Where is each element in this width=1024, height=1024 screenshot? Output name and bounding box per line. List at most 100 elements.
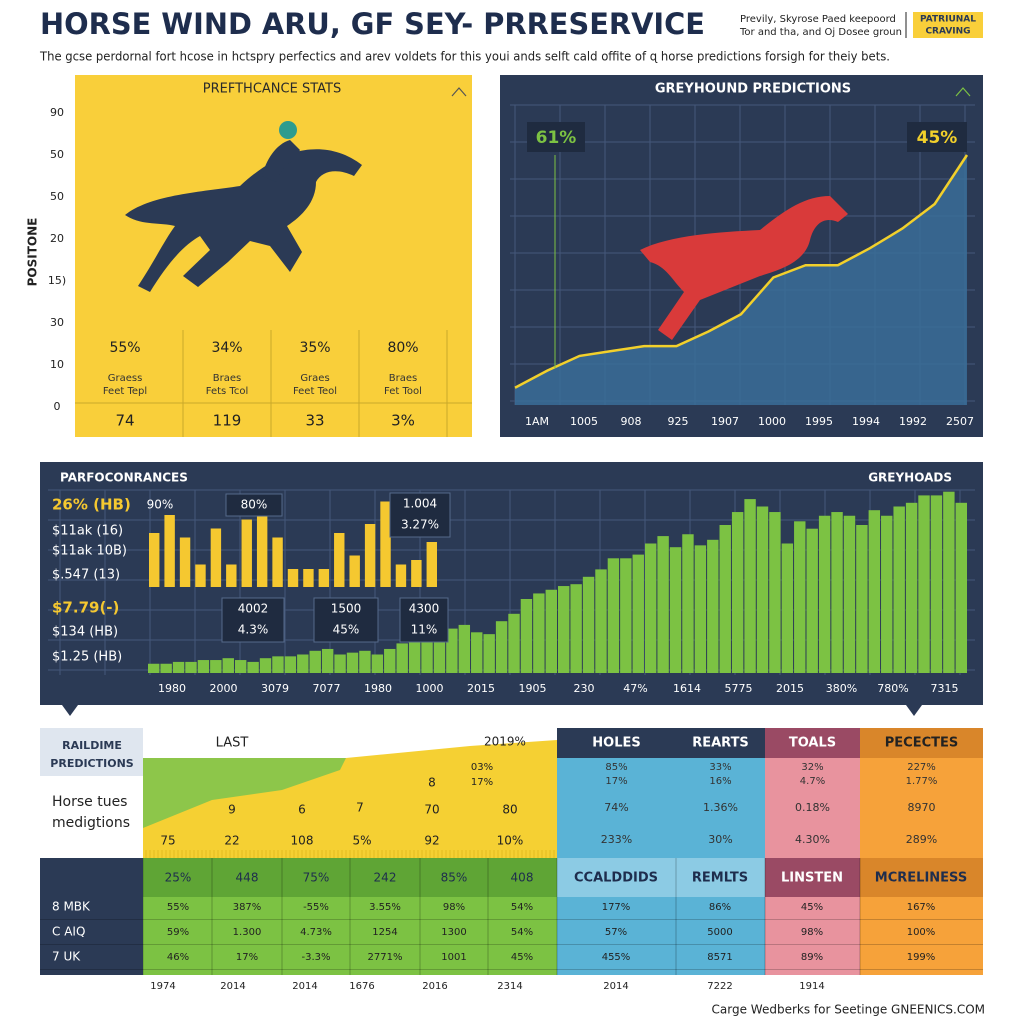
- x-label: 3079: [261, 682, 289, 695]
- x-label: 1994: [852, 415, 880, 428]
- yellow-bar: [210, 528, 222, 587]
- cell-text: 55%: [167, 902, 189, 913]
- x-label: 1005: [570, 415, 598, 428]
- lower-header-cell: [143, 858, 212, 897]
- green-bar: [508, 613, 520, 673]
- tab-arrow: [906, 705, 922, 716]
- axis-tick: 90: [50, 106, 64, 119]
- green-bar: [632, 554, 644, 673]
- cell-text: 45%: [511, 952, 533, 963]
- chevron: [451, 87, 467, 97]
- green-bar: [545, 589, 557, 673]
- green-bar: [669, 547, 682, 673]
- yellow-bar: [380, 501, 391, 587]
- footer-year: 2014: [603, 981, 628, 992]
- value-label: $11ak (16): [52, 524, 123, 539]
- green-bar: [881, 515, 893, 673]
- yellow-bar: [195, 564, 206, 587]
- value-label: $.547 (13): [52, 568, 120, 583]
- cell-text: 54%: [511, 927, 533, 938]
- yellow-bar: [303, 569, 314, 587]
- cell-text: 3.55%: [369, 902, 401, 913]
- cell-text: -55%: [303, 902, 329, 913]
- yellow-bar: [226, 564, 237, 587]
- green-bar: [384, 648, 396, 673]
- green-bar: [210, 660, 222, 673]
- stat-percent: 80%: [387, 340, 418, 356]
- green-bar: [160, 663, 172, 673]
- area-fill: [515, 155, 967, 405]
- cell-text: 455%: [602, 952, 631, 963]
- cell-text: 5000: [707, 927, 732, 938]
- green-bar: [533, 593, 545, 673]
- x-label: 380%: [826, 682, 857, 695]
- cell-text: 45%: [801, 902, 823, 913]
- yellow-bar: [426, 542, 437, 587]
- stat-number: 3%: [391, 412, 415, 430]
- jockey-cap: [279, 121, 297, 139]
- cell-text: 80: [502, 803, 517, 817]
- stat-number: 74: [115, 412, 134, 430]
- box-text: 1500: [331, 602, 362, 616]
- green-bar: [806, 528, 818, 673]
- green-bar: [843, 515, 856, 673]
- yellow-bar: [395, 564, 407, 587]
- cell-text: 74%: [604, 801, 628, 814]
- green-bar: [495, 621, 508, 673]
- green-bar: [868, 510, 881, 673]
- x-label: 7315: [931, 682, 959, 695]
- column-header: MCRELINESS: [875, 871, 967, 886]
- red-horse: [640, 196, 848, 340]
- green-bar: [446, 628, 458, 673]
- yellow-bar: [334, 533, 345, 587]
- x-label: 1905: [519, 682, 547, 695]
- row-subtitle: Horse tues: [52, 794, 127, 810]
- x-label: 925: [668, 415, 689, 428]
- x-label: 5775: [725, 682, 753, 695]
- column-header: 85%: [441, 871, 468, 885]
- x-label: 780%: [877, 682, 908, 695]
- lower-header-cell: [282, 858, 350, 897]
- cell-text: 17%: [605, 776, 627, 787]
- green-bar: [694, 545, 707, 673]
- lower-header-cell: [676, 858, 765, 897]
- green-bar: [644, 543, 657, 673]
- green-bar: [408, 641, 421, 673]
- box-text: 11%: [411, 623, 438, 637]
- stat-label: Feet Teol: [293, 386, 337, 397]
- cell-text: 17%: [471, 777, 493, 788]
- x-label: 1995: [805, 415, 833, 428]
- jockey: [262, 140, 300, 182]
- x-label: 47%: [623, 682, 647, 695]
- cell-text: 54%: [511, 902, 533, 913]
- data-box: [389, 492, 451, 538]
- stat-label: Braes: [389, 373, 417, 384]
- subtitle: The gcse perdornal fort hcose in hctspry…: [39, 50, 890, 64]
- cell-text: 75: [160, 834, 175, 848]
- stat-percent: 35%: [299, 340, 330, 356]
- cell-text: 98%: [801, 927, 823, 938]
- green-bar: [582, 576, 595, 673]
- box-text: 80%: [241, 498, 268, 512]
- panel-title: GREYHOADS: [868, 471, 952, 485]
- cell-text: 4.73%: [300, 927, 332, 938]
- yellow-bar: [149, 533, 160, 587]
- cell-text: 16%: [709, 776, 731, 787]
- x-label: 1907: [711, 415, 739, 428]
- cell-text: 86%: [709, 902, 731, 913]
- row-label: 8 MBK: [52, 900, 91, 914]
- green-bar: [930, 495, 943, 673]
- x-label: 1000: [758, 415, 786, 428]
- column-header: 2019%: [484, 735, 526, 749]
- green-bar: [595, 569, 607, 673]
- cell-text: 2771%: [368, 952, 403, 963]
- stat-label: Braes: [213, 373, 241, 384]
- yellow-bar: [164, 515, 175, 587]
- box-text: 4.3%: [238, 623, 269, 637]
- box-text: 4002: [238, 602, 269, 616]
- green-bar: [471, 632, 483, 673]
- green-bar: [744, 499, 756, 673]
- yellow-bar: [256, 510, 268, 587]
- row-label: C AIQ: [52, 925, 85, 939]
- cell-text: 1254: [372, 927, 397, 938]
